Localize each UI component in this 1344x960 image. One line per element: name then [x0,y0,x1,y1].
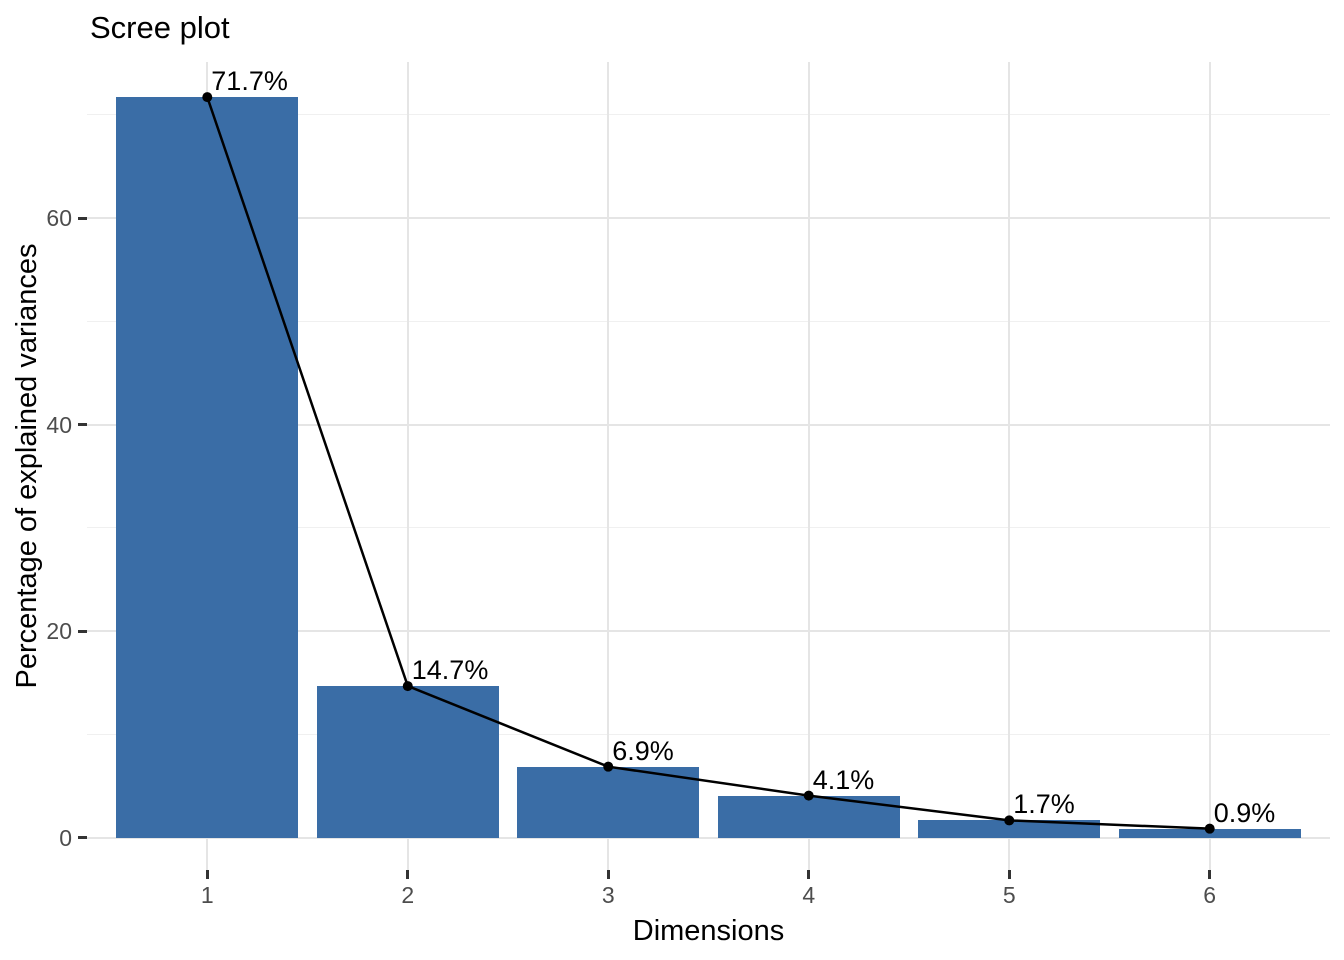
x-axis-tick [807,870,811,879]
x-axis-title: Dimensions [632,915,785,947]
x-tick-label: 5 [1002,882,1016,908]
v-gridline-major [607,62,610,870]
data-point [603,761,614,772]
x-tick-label: 2 [401,882,415,908]
y-tick-label: 60 [46,205,72,232]
y-tick-label: 0 [59,824,72,851]
h-gridline-minor [87,114,1330,116]
data-point-label: 0.9% [1213,797,1276,828]
x-tick-label: 4 [802,882,816,908]
v-gridline-major [807,62,810,870]
y-axis-tick [78,423,87,427]
x-axis-tick [1007,870,1011,879]
data-point-label: 6.9% [612,735,674,766]
h-gridline-major [87,630,1330,633]
data-point-label: 14.7% [411,655,489,686]
plot-title: Scree plot [90,10,230,45]
h-gridline-major [87,836,1330,839]
data-point [1204,823,1215,834]
x-axis-tick [606,870,610,879]
h-gridline-minor [87,527,1330,529]
variance-line [206,96,1210,830]
h-gridline-minor [87,320,1330,322]
x-axis-tick [205,870,209,879]
y-tick-label: 40 [46,411,72,438]
x-axis-tick [406,870,410,879]
h-gridline-major [87,423,1330,426]
y-axis-tick [78,836,87,840]
y-tick-label: 20 [46,618,72,645]
data-point [803,790,814,801]
data-point [1004,815,1015,826]
data-point-label: 4.1% [812,764,875,795]
y-axis-tick [78,629,87,633]
x-tick-label: 1 [200,882,214,908]
y-axis-tick [78,216,87,220]
v-gridline-major [1208,62,1211,870]
h-gridline-major [87,217,1330,220]
h-gridline-minor [87,734,1330,736]
variance-bar [116,97,298,838]
x-axis-tick [1208,870,1212,879]
x-tick-label: 3 [601,882,615,908]
variance-bar [517,766,699,838]
x-tick-label: 6 [1203,882,1217,908]
data-point-label: 71.7% [211,66,288,97]
v-gridline-major [406,62,409,870]
v-gridline-major [1008,62,1011,870]
data-point [402,681,413,692]
data-point [202,92,213,103]
variance-bar [918,820,1100,838]
data-point-label: 1.7% [1013,789,1075,820]
